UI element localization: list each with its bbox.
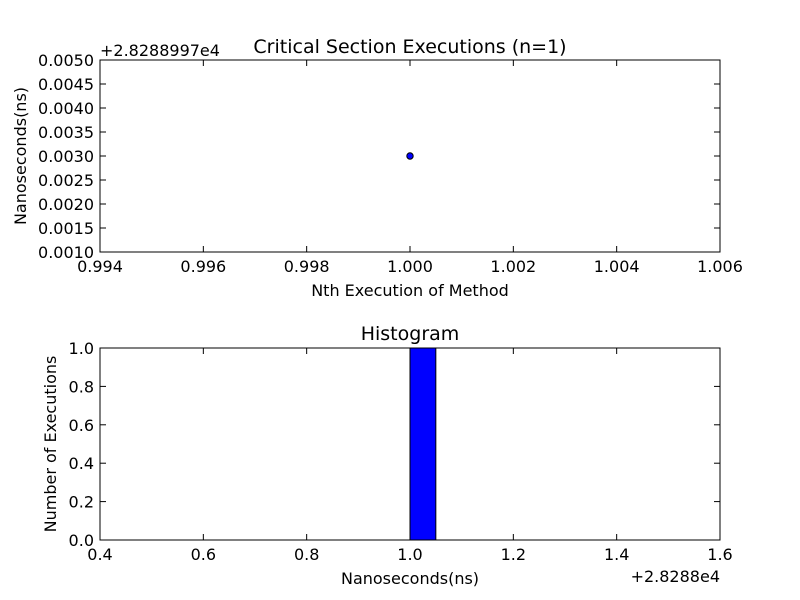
histogram-y-tick-label: 0.4 xyxy=(69,454,94,473)
scatter-y-tick-label: 0.0020 xyxy=(38,195,94,214)
scatter-y-axis-label: Nanoseconds(ns) xyxy=(11,87,30,225)
histogram-x-tick-label: 1.2 xyxy=(501,545,526,564)
scatter-x-tick-label: 0.998 xyxy=(284,257,330,276)
histogram-x-axis-label: Nanoseconds(ns) xyxy=(341,569,479,588)
scatter-y-tick-label: 0.0010 xyxy=(38,243,94,262)
histogram-x-tick-label: 1.4 xyxy=(604,545,629,564)
histogram-bar xyxy=(409,347,437,541)
scatter-x-tick-label: 0.994 xyxy=(77,257,123,276)
scatter-y-tick-label: 0.0045 xyxy=(38,75,94,94)
scatter-y-tick-label: 0.0030 xyxy=(38,147,94,166)
histogram-y-axis-label: Number of Executions xyxy=(41,356,60,533)
scatter-y-tick-label: 0.0025 xyxy=(38,171,94,190)
scatter-title: Critical Section Executions (n=1) xyxy=(253,36,566,58)
histogram-x-tick-label: 0.4 xyxy=(87,545,112,564)
histogram-panel: Histogram 0.4 0.6 0.8 1.0 1.2 1.4 1.6 0.0 0.2 0.4… xyxy=(41,323,733,588)
histogram-x-tick-label: 1.6 xyxy=(707,545,732,564)
histogram-y-tick-label: 0.2 xyxy=(69,493,94,512)
scatter-y-tick-label: 0.0050 xyxy=(38,51,94,70)
scatter-y-tick-label: 0.0040 xyxy=(38,99,94,118)
histogram-offset-label: +2.8288e4 xyxy=(631,567,720,586)
scatter-x-tick-label: 1.002 xyxy=(490,257,536,276)
scatter-x-tick-label: 1.004 xyxy=(594,257,640,276)
histogram-y-tick-label: 0.0 xyxy=(69,531,94,550)
histogram-y-tick-label: 1.0 xyxy=(69,339,94,358)
scatter-x-axis-label: Nth Execution of Method xyxy=(311,281,509,300)
histogram-x-tick-label: 1.0 xyxy=(397,545,422,564)
scatter-x-tick-label: 0.996 xyxy=(180,257,226,276)
histogram-x-tick-label: 0.8 xyxy=(294,545,319,564)
scatter-y-tick-label: 0.0015 xyxy=(38,219,94,238)
histogram-y-tick-label: 0.8 xyxy=(69,377,94,396)
scatter-panel: +2.8288997e4 Critical Section Executions… xyxy=(11,36,743,300)
scatter-point xyxy=(406,152,414,160)
scatter-x-tick-label: 1.000 xyxy=(387,257,433,276)
histogram-x-tick-label: 0.6 xyxy=(191,545,216,564)
histogram-y-tick-label: 0.6 xyxy=(69,416,94,435)
scatter-y-tick-label: 0.0035 xyxy=(38,123,94,142)
scatter-x-tick-label: 1.006 xyxy=(697,257,743,276)
scatter-offset-label: +2.8288997e4 xyxy=(100,41,220,60)
histogram-title: Histogram xyxy=(361,323,460,345)
